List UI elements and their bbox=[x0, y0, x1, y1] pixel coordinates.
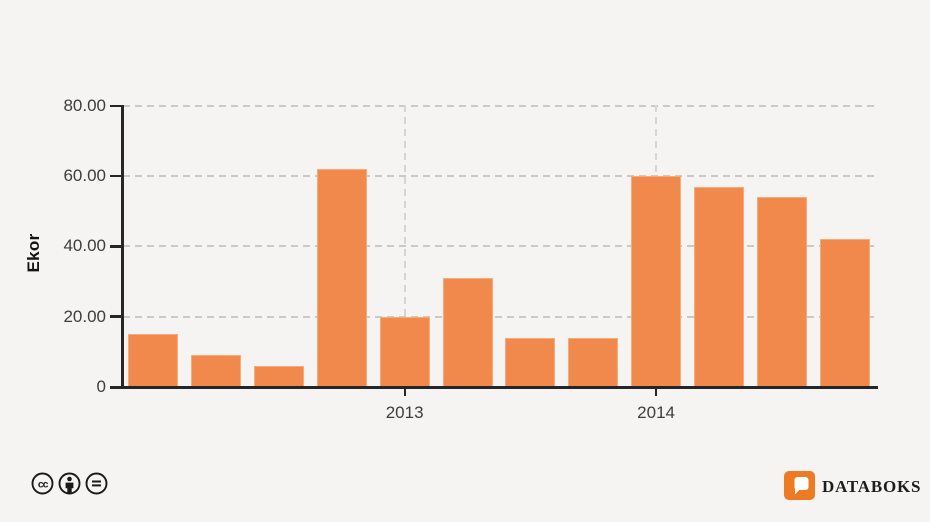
bar bbox=[316, 169, 367, 387]
gridline-horizontal bbox=[123, 245, 878, 248]
x-tick-label: 2013 bbox=[385, 403, 424, 422]
bar bbox=[693, 186, 744, 387]
cc-icon: cc bbox=[31, 472, 54, 495]
bar bbox=[442, 278, 493, 387]
y-tick-label: 60.00 bbox=[63, 166, 106, 186]
y-tick-mark bbox=[110, 245, 123, 248]
databoks-logo-mark bbox=[784, 471, 815, 500]
bar bbox=[631, 176, 682, 387]
svg-text:cc: cc bbox=[38, 478, 49, 490]
y-tick-mark bbox=[110, 315, 123, 318]
no-derivatives-icon bbox=[85, 472, 108, 495]
gridline-horizontal bbox=[123, 175, 878, 178]
bar bbox=[505, 337, 556, 387]
bar bbox=[756, 197, 807, 387]
y-tick-label: 80.00 bbox=[63, 95, 106, 115]
bar bbox=[568, 337, 619, 387]
y-tick-label: 20.00 bbox=[63, 306, 106, 326]
bar bbox=[191, 355, 242, 387]
gridline-vertical bbox=[403, 105, 406, 387]
x-tick-label: 2014 bbox=[637, 403, 675, 422]
gridline-horizontal bbox=[123, 104, 878, 107]
x-tick-mark bbox=[655, 388, 658, 396]
bar bbox=[128, 334, 179, 387]
bar bbox=[819, 239, 870, 387]
attribution-icon bbox=[58, 472, 81, 495]
y-tick-label: 0 bbox=[96, 377, 106, 396]
brand-name: DATABOKS bbox=[822, 476, 922, 496]
bar bbox=[379, 316, 430, 387]
bar bbox=[253, 365, 304, 387]
y-tick-label: 40.00 bbox=[63, 236, 106, 256]
y-tick-mark bbox=[110, 174, 123, 178]
gridline-horizontal bbox=[123, 315, 878, 318]
license-icons: cc bbox=[31, 472, 108, 495]
x-tick-mark bbox=[403, 388, 406, 396]
databoks-logo: DATABOKS bbox=[784, 471, 921, 500]
y-tick-mark bbox=[110, 104, 123, 107]
x-axis-line bbox=[110, 385, 878, 389]
